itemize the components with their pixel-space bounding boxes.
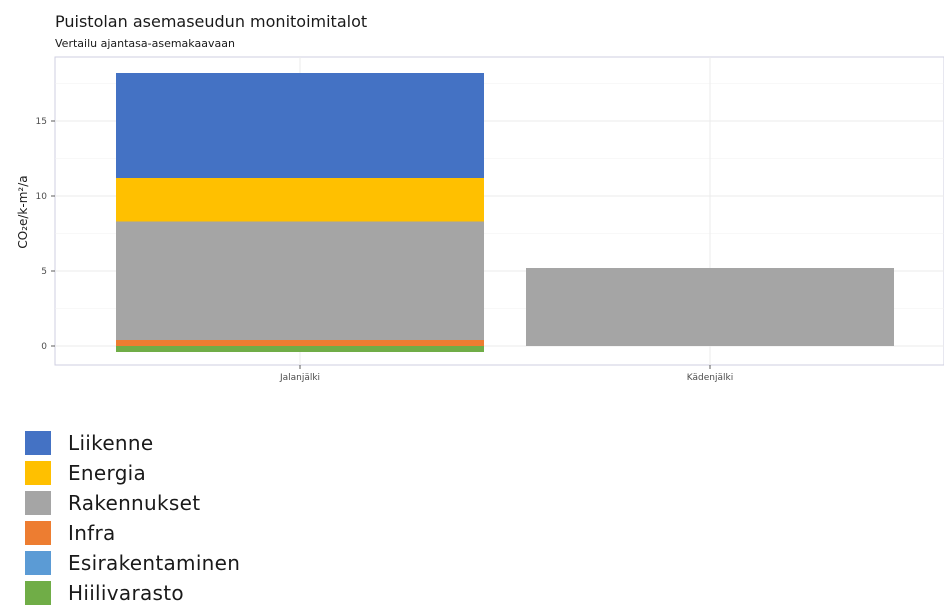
legend-item: Energia bbox=[25, 458, 240, 488]
y-tick-label: 10 bbox=[36, 192, 48, 202]
legend-swatch bbox=[25, 491, 51, 515]
axes: 0 5 10 15 Jalanjälki Kädenjälki bbox=[36, 117, 734, 383]
legend-swatch bbox=[25, 431, 51, 455]
legend-swatch bbox=[25, 551, 51, 575]
y-axis-label: CO₂e/k-m²/a bbox=[16, 175, 30, 248]
chart-subtitle: Vertailu ajantasa-asemakaavaan bbox=[55, 37, 235, 50]
legend-label: Infra bbox=[68, 521, 116, 545]
legend-item: Rakennukset bbox=[25, 488, 240, 518]
bar-segment bbox=[116, 178, 484, 222]
bar-segment bbox=[116, 73, 484, 178]
bar-segment bbox=[116, 346, 484, 352]
x-tick-label: Jalanjälki bbox=[279, 373, 320, 383]
bar-segment bbox=[116, 221, 484, 340]
y-tick-label: 15 bbox=[36, 117, 47, 127]
y-tick-label: 5 bbox=[41, 267, 47, 277]
bar-chart: 0 5 10 15 Jalanjälki Kädenjälki CO₂e/k-m²/a bbox=[16, 56, 944, 383]
legend-item: Esirakentaminen bbox=[25, 548, 240, 578]
legend-item: Liikenne bbox=[25, 428, 240, 458]
legend-swatch bbox=[25, 461, 51, 485]
legend-label: Rakennukset bbox=[68, 491, 201, 515]
chart-title: Puistolan asemaseudun monitoimitalot bbox=[55, 12, 368, 31]
legend-swatch bbox=[25, 521, 51, 545]
legend-swatch bbox=[25, 581, 51, 605]
y-tick-label: 0 bbox=[41, 342, 47, 352]
legend-label: Energia bbox=[68, 461, 147, 485]
x-tick-label: Kädenjälki bbox=[687, 373, 733, 383]
legend-label: Liikenne bbox=[68, 431, 154, 455]
legend: Liikenne Energia Rakennukset Infra Esirakent… bbox=[25, 428, 240, 608]
bars bbox=[116, 73, 894, 352]
bar-segment bbox=[116, 340, 484, 346]
legend-label: Hiilivarasto bbox=[68, 581, 184, 605]
legend-item: Infra bbox=[25, 518, 240, 548]
legend-label: Esirakentaminen bbox=[68, 551, 241, 575]
bar-segment bbox=[526, 268, 894, 346]
legend-item: Hiilivarasto bbox=[25, 578, 240, 608]
